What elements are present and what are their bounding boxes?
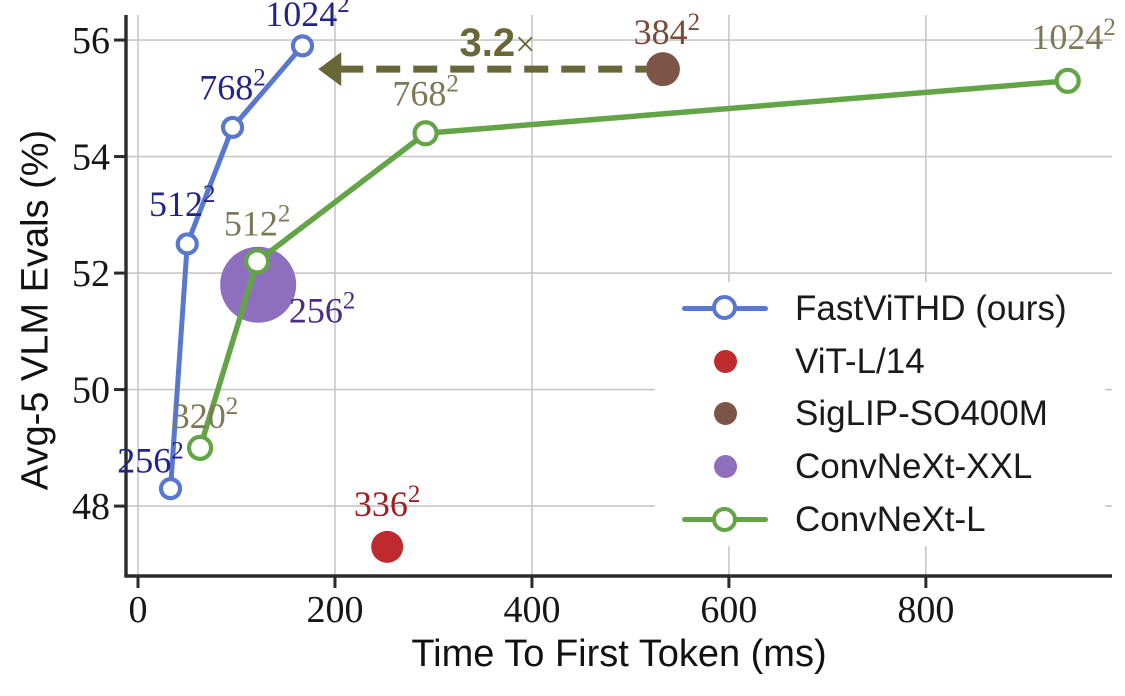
point-label: 3362 bbox=[354, 481, 421, 524]
point-label: 5122 bbox=[224, 200, 291, 243]
x-tick-label: 600 bbox=[700, 589, 757, 631]
legend-label: ViT-L/14 bbox=[795, 341, 925, 381]
series-convnext-xxl bbox=[220, 246, 297, 323]
point-label: 2562 bbox=[117, 438, 184, 481]
data-point-marker bbox=[158, 477, 183, 501]
legend-marker bbox=[682, 282, 768, 335]
point-label: 7682 bbox=[392, 70, 459, 113]
data-point-marker bbox=[290, 34, 315, 58]
legend-label: ConvNeXt-XXL bbox=[795, 447, 1033, 487]
data-point-marker bbox=[1054, 67, 1081, 94]
data-point-marker bbox=[175, 232, 199, 256]
point-label: 3202 bbox=[172, 393, 239, 436]
x-tick-label: 800 bbox=[897, 589, 954, 631]
series-siglip-so400m bbox=[645, 52, 680, 87]
point-labels: 2562320251227682102422562512276821024233… bbox=[117, 0, 1116, 524]
legend-label: FastViTHD (ours) bbox=[795, 288, 1067, 328]
y-tick-label: 54 bbox=[72, 137, 110, 179]
point-label: 7682 bbox=[199, 64, 265, 107]
legend-open-circle-icon bbox=[712, 506, 737, 532]
legend-open-circle-icon bbox=[712, 295, 737, 321]
legend-label: SigLIP-SO400M bbox=[795, 394, 1048, 434]
legend: FastViTHD (ours) ViT-L/14 SigLIP-SO400M … bbox=[655, 282, 1105, 546]
x-tick-label: 400 bbox=[503, 589, 560, 631]
y-axis-title: Avg-5 VLM Evals (%) bbox=[14, 129, 57, 491]
legend-dot-icon bbox=[713, 349, 737, 373]
x-axis-title: Time To First Token (ms) bbox=[411, 633, 827, 675]
point-label: 3842 bbox=[634, 9, 701, 52]
axes: 0 200 400 600 800 48 50 52 54 56 bbox=[72, 15, 1112, 631]
legend-item-convnext-l: ConvNeXt-L bbox=[655, 493, 1105, 546]
legend-item-vit-l14: ViT-L/14 bbox=[655, 335, 1105, 388]
legend-marker bbox=[682, 440, 768, 493]
point-label: 5122 bbox=[149, 181, 216, 224]
data-point-marker bbox=[186, 434, 214, 461]
data-point-marker bbox=[412, 120, 439, 147]
data-point-marker bbox=[220, 115, 245, 140]
legend-dot-icon bbox=[713, 455, 737, 479]
legend-marker bbox=[682, 493, 768, 546]
point-label: 2562 bbox=[289, 288, 356, 331]
point-label: 10242 bbox=[1031, 14, 1116, 57]
series-fastvithd-ours- bbox=[158, 34, 315, 501]
x-tick-label: 0 bbox=[129, 589, 148, 631]
speedup-label: 3.2× bbox=[460, 21, 536, 65]
legend-item-siglip: SigLIP-SO400M bbox=[655, 388, 1105, 441]
y-tick-label: 50 bbox=[72, 370, 110, 412]
data-point-marker bbox=[371, 530, 404, 563]
legend-dot-icon bbox=[713, 402, 737, 426]
data-point-marker bbox=[220, 246, 297, 323]
point-label: 10242 bbox=[265, 0, 350, 34]
legend-marker bbox=[682, 388, 768, 441]
y-tick-label: 48 bbox=[72, 486, 110, 528]
legend-label: ConvNeXt-L bbox=[795, 500, 986, 540]
speedup-annotation: 3.2× bbox=[318, 21, 647, 87]
legend-marker bbox=[682, 335, 768, 388]
data-point-marker bbox=[645, 52, 680, 87]
legend-item-convnext-xxl: ConvNeXt-XXL bbox=[655, 440, 1105, 493]
y-tick-label: 52 bbox=[72, 253, 110, 295]
arrowhead-icon bbox=[318, 52, 342, 87]
series-convnext-l bbox=[186, 67, 1081, 461]
series-vit-l-14 bbox=[371, 530, 404, 563]
x-tick-label: 200 bbox=[306, 589, 363, 631]
y-tick-label: 56 bbox=[72, 20, 110, 62]
data-point-marker bbox=[244, 248, 271, 275]
legend-item-fastvithd: FastViTHD (ours) bbox=[655, 282, 1105, 335]
